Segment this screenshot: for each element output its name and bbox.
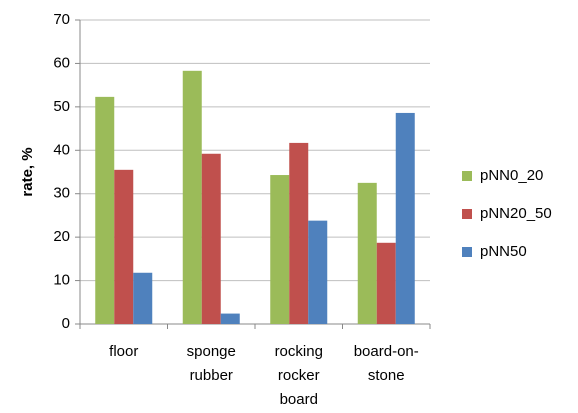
bar <box>376 242 396 324</box>
bar <box>95 96 115 325</box>
bar <box>395 112 415 325</box>
x-tick-label: rubber <box>190 367 233 384</box>
x-tick-label: board <box>280 391 318 408</box>
bar <box>220 313 240 324</box>
x-tick-label: rocker <box>278 367 320 384</box>
y-tick-label: 60 <box>53 54 70 71</box>
legend-label: pNN20_50 <box>480 205 552 222</box>
bar <box>357 182 377 324</box>
x-tick-label: stone <box>368 367 405 384</box>
y-tick-label: 50 <box>53 98 70 115</box>
y-axis-label: rate, % <box>19 147 36 196</box>
bar <box>114 169 134 324</box>
x-tick-label: sponge <box>187 343 236 360</box>
x-tick-label: board-on- <box>354 343 419 360</box>
y-tick-label: 40 <box>53 141 70 158</box>
legend-label: pNN50 <box>480 243 527 260</box>
bar <box>270 175 290 324</box>
x-tick-label: rocking <box>275 343 323 360</box>
bar <box>182 70 202 324</box>
bar <box>308 220 328 324</box>
bar <box>133 272 153 324</box>
x-tick-label: floor <box>109 343 138 360</box>
y-tick-label: 70 <box>53 11 70 28</box>
y-tick-label: 30 <box>53 185 70 202</box>
legend-label: pNN0_20 <box>480 167 543 184</box>
y-tick-label: 0 <box>62 315 70 332</box>
legend-swatch <box>462 209 472 219</box>
bar <box>289 142 309 324</box>
bar <box>201 153 221 324</box>
legend-swatch <box>462 247 472 257</box>
legend-swatch <box>462 171 472 181</box>
y-tick-label: 10 <box>53 272 70 289</box>
y-tick-label: 20 <box>53 228 70 245</box>
